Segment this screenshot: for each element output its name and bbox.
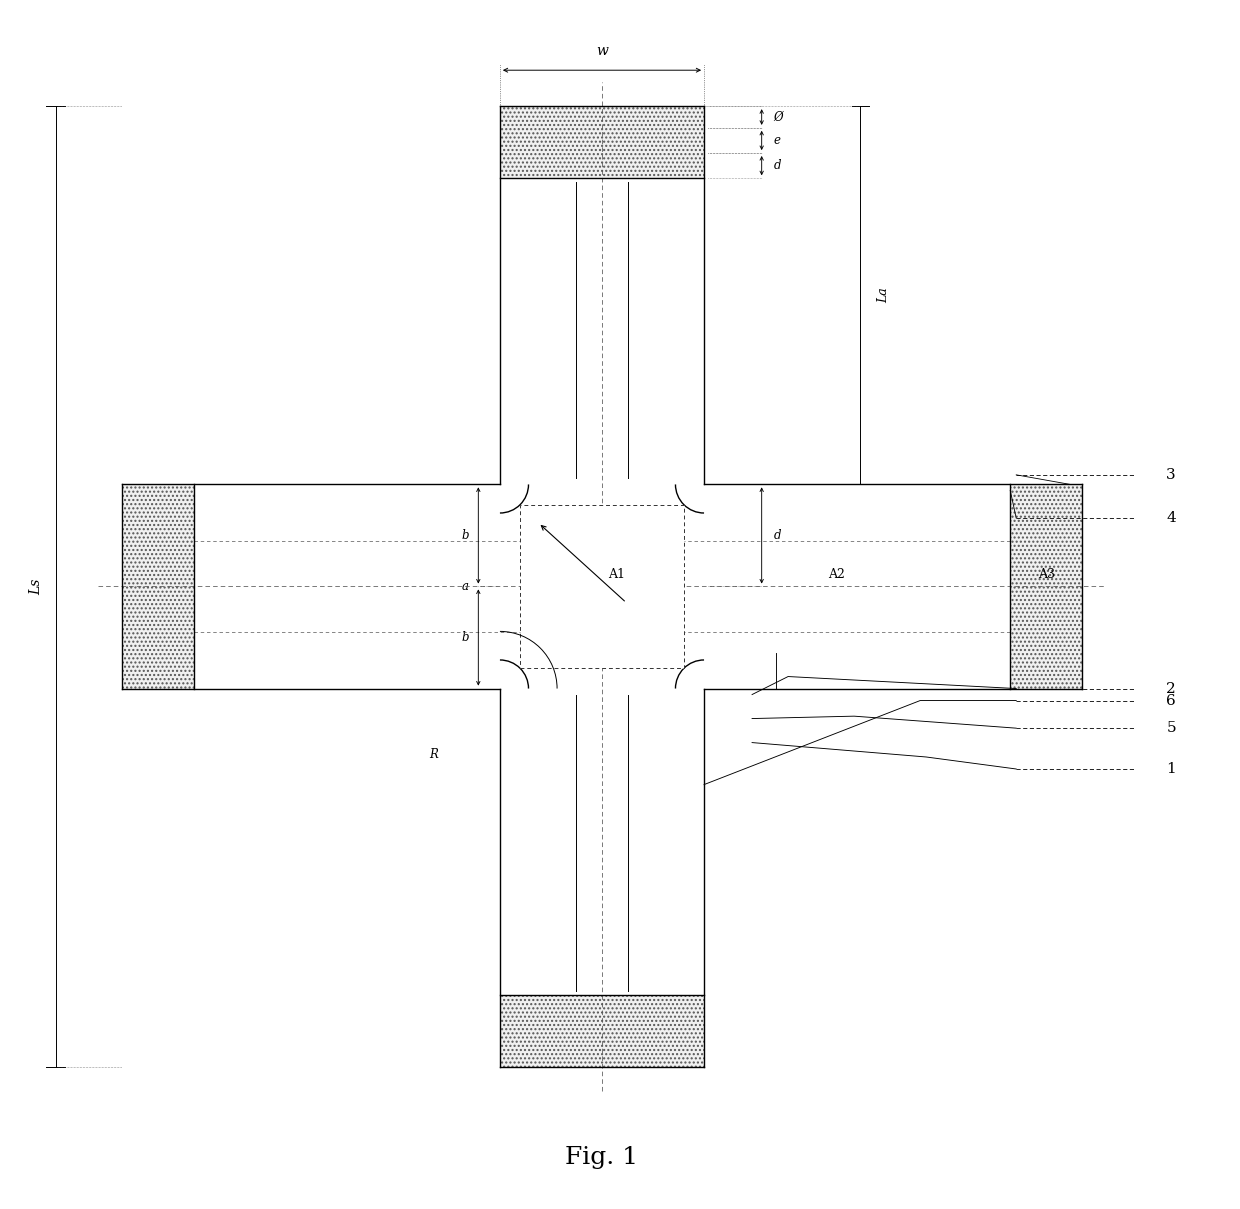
Text: A1: A1 (608, 568, 625, 582)
Text: w: w (596, 45, 608, 58)
Text: d: d (774, 160, 781, 172)
Bar (704, 485, 1011, 689)
Text: b: b (461, 530, 469, 542)
Text: La: La (877, 288, 890, 303)
Bar (500, 995, 704, 1066)
Bar (500, 106, 704, 178)
Text: d: d (774, 530, 781, 542)
Text: b: b (461, 631, 469, 644)
Text: Ø: Ø (774, 110, 784, 123)
Bar (122, 485, 193, 689)
Text: Fig. 1: Fig. 1 (565, 1146, 639, 1169)
Text: 4: 4 (1167, 511, 1176, 525)
Text: 6: 6 (1167, 694, 1176, 707)
Text: A2: A2 (827, 568, 844, 582)
Bar (500, 485, 704, 689)
Text: e: e (774, 134, 781, 147)
Text: A3: A3 (1038, 568, 1055, 582)
Bar (500, 689, 704, 995)
Text: 3: 3 (1167, 468, 1176, 482)
Text: R: R (429, 748, 438, 762)
Bar (1011, 485, 1083, 689)
Text: 1: 1 (1167, 762, 1176, 776)
Bar (193, 485, 500, 689)
Text: a: a (461, 580, 469, 592)
Bar (500, 178, 704, 485)
Text: Ls: Ls (30, 578, 43, 595)
Text: 2: 2 (1167, 682, 1176, 695)
FancyBboxPatch shape (521, 505, 683, 669)
Text: 5: 5 (1167, 722, 1176, 735)
